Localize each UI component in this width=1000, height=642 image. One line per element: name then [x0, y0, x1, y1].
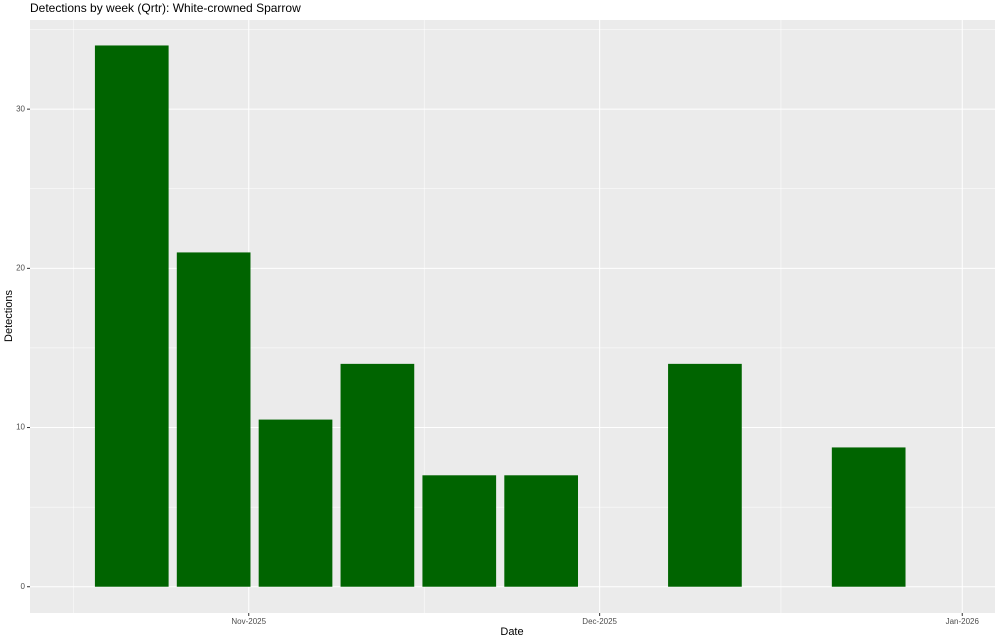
bar: [258, 419, 333, 587]
y-tick-label: 20: [16, 263, 25, 272]
bar: [176, 252, 251, 587]
bar: [94, 45, 169, 587]
y-axis-title: Detections: [3, 290, 15, 342]
x-tick-label: Jan-2026: [946, 617, 980, 626]
x-axis-title: Date: [500, 626, 523, 638]
y-tick-label: 10: [16, 423, 25, 432]
bar: [422, 475, 497, 587]
x-tick-label: Dec-2025: [582, 617, 617, 626]
bar: [340, 363, 415, 587]
bar: [668, 363, 742, 587]
bar: [831, 447, 906, 587]
y-tick-label: 30: [16, 104, 25, 113]
chart-title: Detections by week (Qrtr): White-crowned…: [30, 1, 301, 15]
bar: [504, 475, 579, 587]
x-tick-label: Nov-2025: [231, 617, 266, 626]
y-tick-label: 0: [21, 582, 26, 591]
